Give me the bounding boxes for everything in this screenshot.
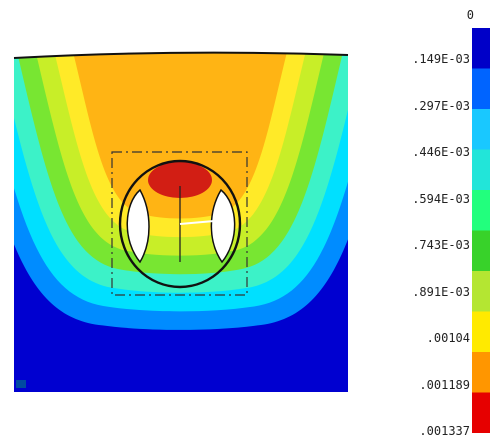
colorbar-label-8: .001189 xyxy=(419,377,470,392)
colorbar-segment-7 xyxy=(472,311,490,352)
contour-ring-7 xyxy=(70,53,290,219)
contour-core xyxy=(148,162,212,198)
colorbar-segment-8 xyxy=(472,352,490,393)
colorbar-label-3: .446E-03 xyxy=(412,145,470,159)
axis-horizontal-mark xyxy=(179,220,215,225)
left-void xyxy=(126,188,150,264)
colorbar-label-7: .00104 xyxy=(426,331,470,345)
colorbar-label-1: .149E-03 xyxy=(412,52,470,66)
colorbar-label-4: .594E-03 xyxy=(412,191,470,206)
colorbar-segment-3 xyxy=(472,149,490,190)
colorbar-segment-9 xyxy=(472,392,490,433)
colorbar xyxy=(472,28,490,433)
hole-outline xyxy=(118,159,242,289)
colorbar-label-9: .001337 xyxy=(419,424,470,438)
colorbar-segment-5 xyxy=(472,230,490,271)
colorbar-segment-2 xyxy=(472,109,490,150)
right-void xyxy=(210,188,236,264)
colorbar-label-0: 0 xyxy=(466,8,474,22)
colorbar-segment-0 xyxy=(472,28,490,69)
colorbar-segment-4 xyxy=(472,190,490,231)
inner-bore-box xyxy=(111,151,248,296)
top-boundary-line xyxy=(13,51,349,59)
colorbar-label-2: .297E-03 xyxy=(412,98,470,113)
colorbar-label-6: .891E-03 xyxy=(412,284,470,299)
colorbar-segment-6 xyxy=(472,271,490,312)
colorbar-segment-1 xyxy=(472,68,490,109)
corner-marker xyxy=(16,380,26,388)
colorbar-label-5: .743E-03 xyxy=(412,238,470,252)
